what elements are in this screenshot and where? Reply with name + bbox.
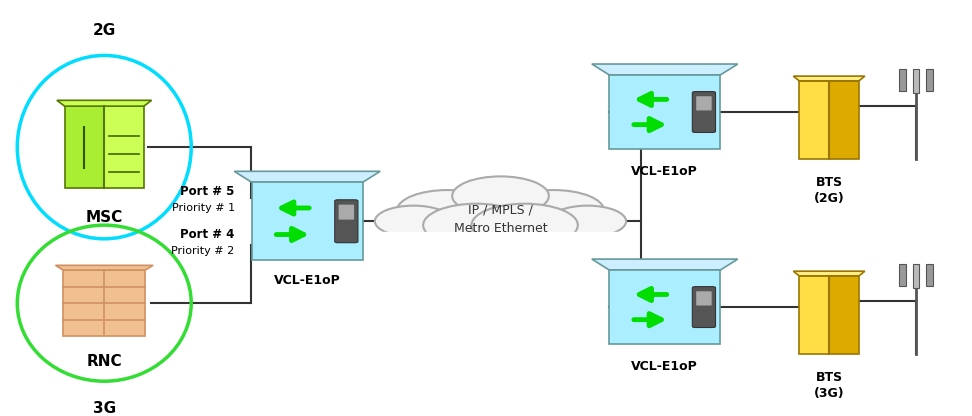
- Text: Port # 4: Port # 4: [181, 228, 234, 241]
- Bar: [63, 270, 146, 337]
- Bar: [899, 264, 906, 286]
- Circle shape: [398, 190, 498, 230]
- Text: RNC: RNC: [87, 354, 122, 369]
- Text: BTS
(2G): BTS (2G): [814, 176, 845, 206]
- Text: VCL-E1oP: VCL-E1oP: [632, 165, 698, 178]
- FancyBboxPatch shape: [338, 205, 354, 220]
- Polygon shape: [234, 171, 380, 182]
- Bar: [799, 81, 829, 159]
- Text: 3G: 3G: [92, 401, 116, 416]
- Bar: [913, 264, 920, 288]
- Polygon shape: [57, 100, 152, 106]
- Circle shape: [503, 190, 604, 230]
- Bar: [609, 75, 720, 149]
- Polygon shape: [793, 76, 865, 81]
- Bar: [609, 270, 720, 344]
- FancyBboxPatch shape: [334, 200, 358, 243]
- Bar: [926, 69, 933, 91]
- Bar: [104, 106, 144, 188]
- Polygon shape: [55, 265, 153, 270]
- FancyBboxPatch shape: [692, 92, 715, 132]
- Circle shape: [423, 204, 530, 247]
- Circle shape: [375, 206, 452, 237]
- FancyBboxPatch shape: [696, 96, 712, 111]
- Bar: [829, 81, 859, 159]
- Text: VCL-E1oP: VCL-E1oP: [274, 274, 340, 287]
- Bar: [913, 69, 920, 93]
- Bar: [829, 276, 859, 354]
- Text: BTS
(3G): BTS (3G): [814, 371, 845, 401]
- Text: Port # 5: Port # 5: [181, 186, 234, 198]
- Bar: [252, 182, 363, 260]
- FancyBboxPatch shape: [692, 287, 715, 327]
- Bar: [926, 264, 933, 286]
- Text: IP / MPLS /
Metro Ethernet: IP / MPLS / Metro Ethernet: [454, 204, 547, 235]
- Circle shape: [471, 204, 577, 247]
- Text: Priority # 1: Priority # 1: [172, 203, 234, 213]
- Polygon shape: [793, 271, 865, 276]
- Polygon shape: [592, 64, 738, 75]
- Bar: [64, 106, 104, 188]
- Bar: [799, 276, 829, 354]
- Circle shape: [549, 206, 626, 237]
- Text: Priority # 2: Priority # 2: [171, 245, 234, 255]
- Text: MSC: MSC: [86, 210, 122, 225]
- Circle shape: [452, 176, 549, 215]
- FancyBboxPatch shape: [696, 291, 712, 305]
- Text: VCL-E1oP: VCL-E1oP: [632, 360, 698, 373]
- Polygon shape: [592, 259, 738, 270]
- Bar: [375, 232, 626, 248]
- Bar: [899, 69, 906, 91]
- Text: 2G: 2G: [92, 22, 116, 37]
